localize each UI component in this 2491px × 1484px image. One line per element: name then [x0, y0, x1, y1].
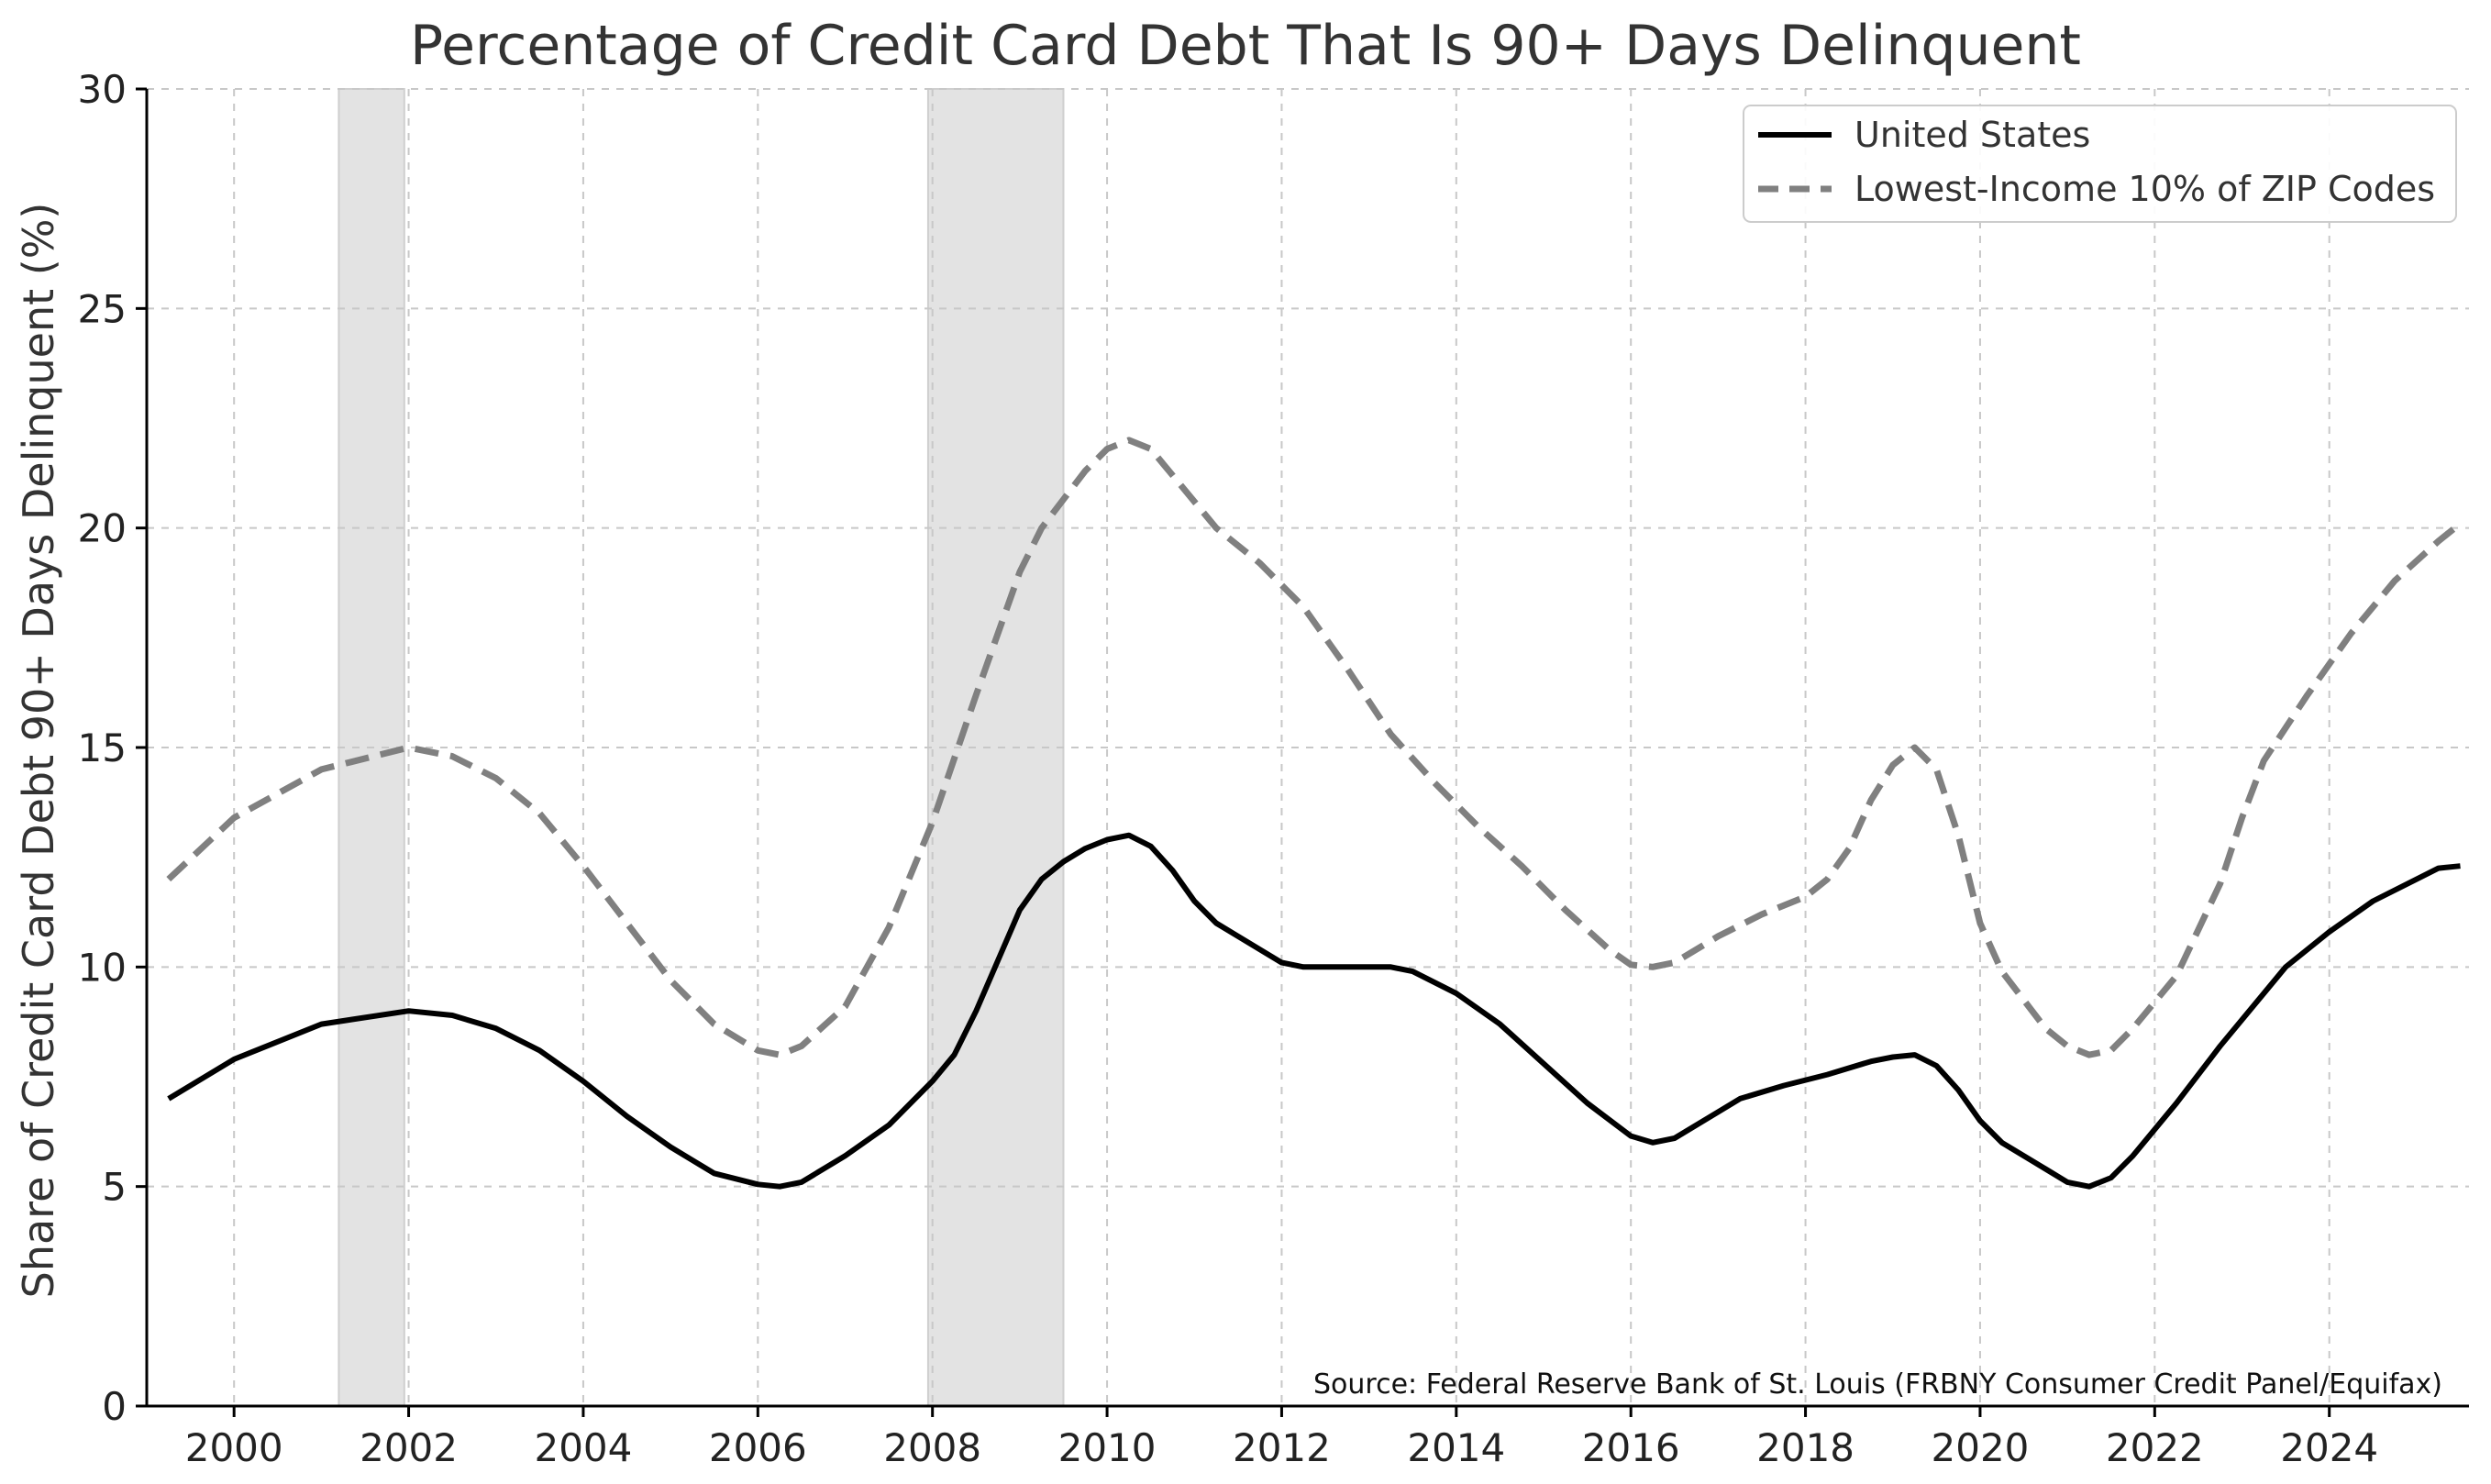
legend-label-lowest-income-zip: Lowest-Income 10% of ZIP Codes: [1854, 169, 2435, 209]
y-tick-label-5: 5: [102, 1165, 127, 1210]
x-tick-label-2016: 2016: [1582, 1425, 1680, 1470]
x-tick-label-2020: 2020: [1932, 1425, 2030, 1470]
y-tick-label-0: 0: [102, 1384, 127, 1429]
x-tick-label-2012: 2012: [1233, 1425, 1331, 1470]
y-tick-label-20: 20: [78, 506, 127, 551]
x-tick-label-2004: 2004: [534, 1425, 632, 1470]
y-tick-label-10: 10: [78, 945, 127, 990]
x-tick-label-2022: 2022: [2106, 1425, 2204, 1470]
x-tick-label-2006: 2006: [709, 1425, 807, 1470]
x-tick-label-2014: 2014: [1407, 1425, 1505, 1470]
series-line-lowest-income-10-of-zip-codes: [166, 437, 2463, 1058]
recession-band-1: [926, 88, 1065, 1407]
series-lines: [166, 437, 2463, 1190]
y-tick-label-30: 30: [78, 67, 127, 112]
x-tick-label-2008: 2008: [883, 1425, 981, 1470]
series-line-united-states: [167, 832, 2461, 1190]
legend-box: [1743, 105, 2457, 223]
legend-label-united-states: United States: [1854, 115, 2090, 155]
x-tick-label-2010: 2010: [1058, 1425, 1157, 1470]
x-tick-label-2018: 2018: [1756, 1425, 1854, 1470]
x-tick-labels: 2000 2002 2004 2006 2008 2010 2012 2014 2016 2018…: [185, 1406, 2378, 1470]
x-tick-label-2000: 2000: [185, 1425, 283, 1470]
gridlines: [147, 88, 2469, 1406]
y-tick-labels: 0 5 10 15 20 25 30: [78, 67, 147, 1429]
y-axis-label: Share of Credit Card Debt 90+ Days Delin…: [14, 203, 63, 1299]
x-tick-label-2002: 2002: [360, 1425, 458, 1470]
y-tick-label-25: 25: [78, 286, 127, 331]
source-annotation: Source: Federal Reserve Bank of St. Loui…: [1313, 1368, 2442, 1401]
legend: United States Lowest-Income 10% of ZIP C…: [1743, 105, 2457, 223]
x-tick-label-2024: 2024: [2280, 1425, 2378, 1470]
chart-title: Percentage of Credit Card Debt That Is 9…: [410, 14, 2081, 78]
y-tick-label-15: 15: [78, 725, 127, 770]
